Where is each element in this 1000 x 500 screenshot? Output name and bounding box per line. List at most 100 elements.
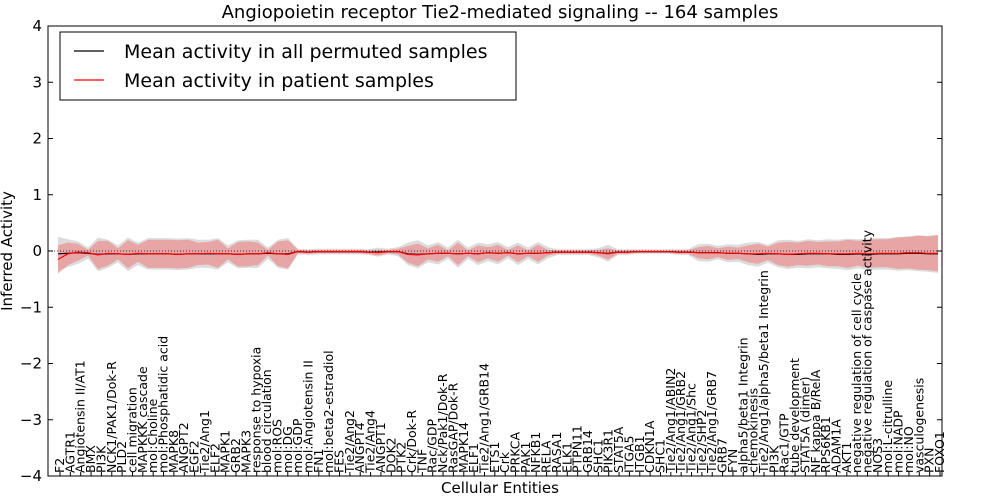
x-category-label: STAT5A (dimer) xyxy=(797,377,812,473)
y-axis-ticks: 4 3 2 1 0 −1 −2 −3 −4 xyxy=(20,17,942,485)
x-category-label: Tie2/Ang1/GRB7 xyxy=(704,371,719,474)
x-category-label: Crk/Dok-R xyxy=(404,410,419,473)
x-category-label: PRKCA xyxy=(508,432,523,473)
x-category-label: GRB2 xyxy=(228,438,243,473)
x-category-label: ELF1 xyxy=(466,443,481,473)
x-category-label: ITGA5 xyxy=(621,435,636,473)
x-category-label: DOK2 xyxy=(383,437,398,473)
x-category-label: ELK1 xyxy=(559,442,574,473)
x-category-label: PI3K xyxy=(93,445,108,473)
x-category-label: mol:Angiotensin II xyxy=(301,360,316,473)
x-category-label: ANGPT1 xyxy=(373,422,388,473)
x-category-label: Crk xyxy=(497,451,512,473)
x-category-label: mol:NADP xyxy=(891,410,906,473)
x-category-label: MAPK1 xyxy=(218,430,233,473)
x-category-label: SHC1 xyxy=(653,439,668,473)
x-category-label: ITGB1 xyxy=(632,435,647,473)
x-category-label: AKT1 xyxy=(839,442,854,473)
y-tick-label: 1 xyxy=(32,186,42,204)
x-category-label: GRB14 xyxy=(580,430,595,473)
x-category-label: ANGPT2 xyxy=(176,422,191,473)
x-category-label: tube development xyxy=(787,358,802,473)
x-category-label: RASA1 xyxy=(549,432,564,473)
x-category-label: Tie2/Ang1 xyxy=(197,410,212,474)
x-category-label: PAK1 xyxy=(518,442,533,473)
x-category-label: blood circulation xyxy=(259,369,274,473)
y-tick-label: 2 xyxy=(32,130,42,148)
legend-patient-label: Mean activity in patient samples xyxy=(124,70,434,92)
x-category-label: Tie2/Ang1/Shc xyxy=(684,383,699,474)
x-category-label: MAPKKK cascade xyxy=(135,366,150,473)
legend-box xyxy=(59,31,517,101)
x-category-label: Rac/GDP xyxy=(425,419,440,473)
x-category-label: AGTR1 xyxy=(62,431,77,473)
x-category-label: mol:DG xyxy=(280,426,295,473)
x-category-label: NOS3 xyxy=(870,438,885,473)
x-category-label: Nck/Pak1/Dok-R xyxy=(435,373,450,473)
x-category-label: Angiotensin II/AT1 xyxy=(73,360,88,473)
x-category-label: ADAM1A xyxy=(829,419,844,473)
x-category-label: RELA xyxy=(539,440,554,473)
x-category-label: Tie2/SHP2 xyxy=(694,410,709,474)
y-tick-label: −4 xyxy=(20,467,42,485)
x-category-label: MAPK8 xyxy=(166,430,181,473)
x-category-label: GRB7 xyxy=(715,438,730,473)
x-category-label: FN1 xyxy=(311,449,326,474)
x-category-label: Tie2/Ang2 xyxy=(342,410,357,474)
x-category-label: mol:Phosphatidic acid xyxy=(156,336,171,473)
x-category-label: NF kappa B/RelA xyxy=(808,369,823,473)
x-category-label: PXN xyxy=(922,448,937,473)
y-tick-label: −1 xyxy=(20,298,42,316)
x-category-label: FYN xyxy=(725,449,740,473)
y-tick-label: 0 xyxy=(32,242,42,260)
plot-area xyxy=(48,234,942,274)
x-category-label: Tie2/Ang1/GRB2 xyxy=(673,371,688,474)
x-category-label: mol:ROS xyxy=(269,419,284,473)
legend-permuted-label: Mean activity in all permuted samples xyxy=(124,41,487,63)
y-axis-label: Inferred Activity xyxy=(0,191,16,311)
x-category-label: ANGPT4 xyxy=(352,422,367,473)
x-category-label: BMX xyxy=(83,445,98,473)
legend: Mean activity in all permuted samples Me… xyxy=(59,31,517,101)
x-category-label: Tie2/Ang4 xyxy=(363,410,378,474)
x-category-label: response to hypoxia xyxy=(249,347,264,473)
x-category-label: STAT5A xyxy=(611,426,626,473)
x-category-label: ELF2 xyxy=(207,443,222,473)
x-category-label: MAPK3 xyxy=(238,430,253,473)
x-category-label: MAPK14 xyxy=(456,422,471,473)
x-category-label: alpha5/beta1 Integrin xyxy=(735,337,750,473)
x-category-label: Tie2/Ang1/ABIN2 xyxy=(663,368,678,474)
x-category-label: mol:L-citrulline xyxy=(880,380,895,473)
x-category-label: Rac1/GTP xyxy=(777,413,792,473)
x-category-label: mol:beta2-estradiol xyxy=(321,350,336,473)
x-category-label: mol:Choline xyxy=(145,398,160,473)
x-category-label: F2 xyxy=(52,458,67,473)
x-category-label: negative regulation of caspase activity xyxy=(860,229,875,473)
x-category-label: NCK1/PAK1/Dok-R xyxy=(104,361,119,473)
chart-title: Angiopoietin receptor Tie2-mediated sign… xyxy=(222,2,779,23)
x-category-label: chemokinesis xyxy=(746,388,761,473)
x-category-label: PLD2 xyxy=(114,441,129,473)
x-category-label: mol:NO xyxy=(901,426,916,473)
x-category-label: vasculogenesis xyxy=(911,378,926,473)
x-category-label: negative regulation of cell cycle xyxy=(849,273,864,473)
x-category-label: PTK2 xyxy=(394,442,409,473)
plot-frame xyxy=(47,25,943,477)
x-category-label: PIK3R1 xyxy=(601,429,616,473)
x-category-label: Tie2/Ang1/GRB14 xyxy=(477,363,492,474)
patient-band xyxy=(58,235,938,274)
x-category-label: Tie2/Ang1/alpha5/beta1 Integrin xyxy=(756,270,771,474)
x-category-label: RasGAP/Dok-R xyxy=(445,382,460,473)
x-category-label: cell migration xyxy=(125,387,140,473)
series-line-patient xyxy=(57,250,938,260)
x-category-label: RPS6KB1 xyxy=(818,416,833,473)
x-category-label: FOXO1 xyxy=(932,431,947,473)
x-category-label: mol:GDP xyxy=(290,418,305,473)
x-category-label: TNF xyxy=(414,449,429,474)
x-category-label: PI3K xyxy=(766,445,781,473)
x-category-label: PTPN11 xyxy=(570,425,585,473)
y-tick-label: 4 xyxy=(32,17,42,35)
x-category-label: EGF2 xyxy=(187,440,202,473)
x-category-label: CDKN1A xyxy=(642,420,657,473)
